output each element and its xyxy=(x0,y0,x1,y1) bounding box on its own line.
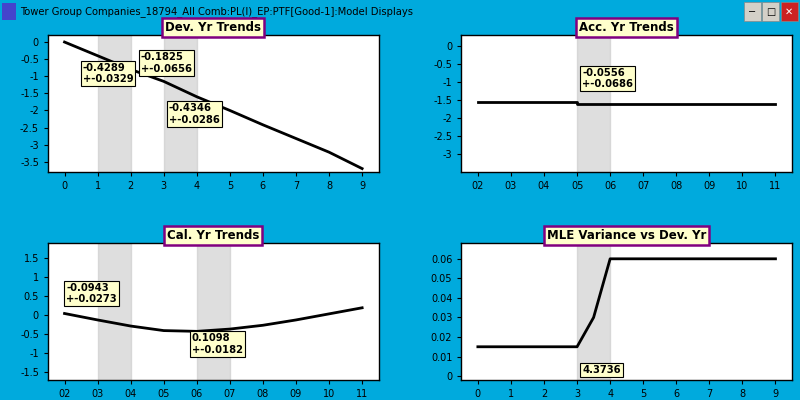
Bar xyxy=(98,35,130,172)
Bar xyxy=(577,243,610,380)
Bar xyxy=(164,35,197,172)
Bar xyxy=(2,4,16,20)
Bar xyxy=(577,35,610,172)
Text: -0.4289
+-0.0329: -0.4289 +-0.0329 xyxy=(82,63,134,84)
Text: □: □ xyxy=(766,7,775,17)
Text: −: − xyxy=(748,7,757,17)
Text: ✕: ✕ xyxy=(785,7,794,17)
Text: 0.1098
+-0.0182: 0.1098 +-0.0182 xyxy=(192,333,243,355)
Bar xyxy=(197,243,230,380)
Text: -0.1825
+-0.0656: -0.1825 +-0.0656 xyxy=(141,52,191,74)
Bar xyxy=(762,2,779,21)
Text: -0.0556
+-0.0686: -0.0556 +-0.0686 xyxy=(582,68,633,89)
Title: Cal. Yr Trends: Cal. Yr Trends xyxy=(167,229,259,242)
Text: -0.4346
+-0.0286: -0.4346 +-0.0286 xyxy=(169,103,219,125)
Text: Tower Group Companies_18794_All Comb:PL(I)_EP:PTF[Good-1]:Model Displays: Tower Group Companies_18794_All Comb:PL(… xyxy=(20,6,413,17)
Bar xyxy=(744,2,761,21)
Bar xyxy=(98,243,130,380)
Bar xyxy=(781,2,798,21)
Title: Dev. Yr Trends: Dev. Yr Trends xyxy=(166,21,262,34)
Title: MLE Variance vs Dev. Yr: MLE Variance vs Dev. Yr xyxy=(547,229,706,242)
Text: -0.0943
+-0.0273: -0.0943 +-0.0273 xyxy=(66,282,117,304)
Text: 4.3736: 4.3736 xyxy=(582,365,621,375)
Title: Acc. Yr Trends: Acc. Yr Trends xyxy=(579,21,674,34)
